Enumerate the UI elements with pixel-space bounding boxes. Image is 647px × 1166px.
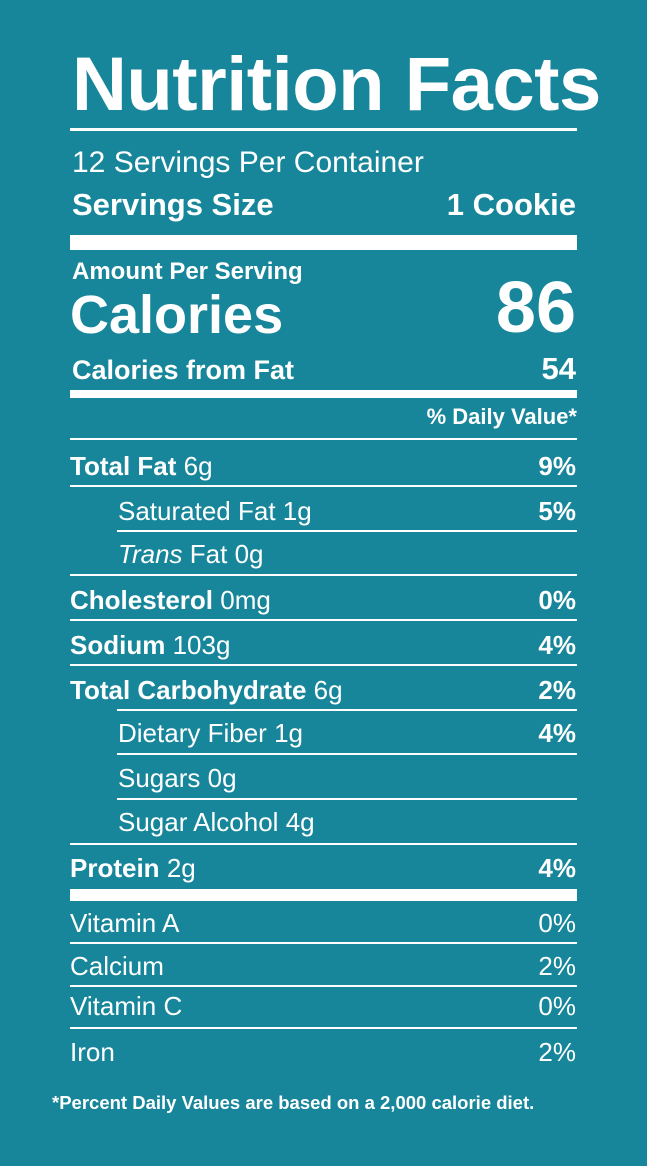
calories-value: 86 — [495, 268, 576, 348]
vitamin-dv: 0% — [538, 908, 576, 938]
nutrient-name: Total Carbohydrate — [70, 675, 307, 705]
nutrient-name: Dietary Fiber — [118, 718, 267, 748]
nutrient-amount: 6g — [313, 675, 343, 705]
medium-divider — [70, 390, 577, 398]
divider — [70, 985, 577, 987]
nutrient-dv: 5% — [538, 496, 576, 526]
serving-size-value: 1 Cookie — [446, 187, 576, 222]
nutrient-amount: 1g — [282, 496, 312, 526]
nutrient-dv: 4% — [538, 853, 576, 883]
nutrient-amount: 4g — [285, 807, 315, 837]
vitamin-a: Vitamin A — [70, 908, 180, 938]
nutrient-amount: 6g — [183, 451, 213, 481]
nutrient-trans-fat: Trans Fat 0g — [118, 539, 264, 569]
thick-divider — [70, 889, 577, 901]
iron: Iron — [70, 1037, 115, 1067]
divider — [117, 530, 577, 532]
divider — [117, 798, 577, 800]
nutrient-name: Saturated Fat — [118, 496, 276, 526]
divider — [70, 664, 577, 666]
nutrient-amount: 2g — [166, 853, 196, 883]
divider — [70, 485, 577, 487]
nutrient-dv: 4% — [538, 630, 576, 660]
vitamin-c: Vitamin C — [70, 991, 183, 1021]
nutrient-cholesterol: Cholesterol 0mg — [70, 585, 271, 615]
nutrient-name: Fat — [189, 539, 228, 569]
thick-divider — [70, 235, 577, 250]
nutrient-sugars: Sugars 0g — [118, 763, 237, 793]
nutrient-name: Protein — [70, 853, 160, 883]
divider — [70, 128, 577, 131]
vitamin-dv: 2% — [538, 1037, 576, 1067]
divider — [117, 753, 577, 755]
divider — [70, 438, 577, 440]
daily-value-header: % Daily Value* — [426, 404, 577, 429]
footnote: *Percent Daily Values are based on a 2,0… — [52, 1092, 535, 1113]
divider — [70, 1027, 577, 1029]
divider — [117, 709, 577, 711]
nutrient-name: Sugar Alcohol — [118, 807, 279, 837]
nutrient-dietary-fiber: Dietary Fiber 1g — [118, 718, 303, 748]
divider — [70, 619, 577, 621]
calories-label: Calories — [70, 285, 284, 345]
nutrient-dv: 4% — [538, 718, 576, 748]
nutrient-dv: 9% — [538, 451, 576, 481]
amount-per-serving: Amount Per Serving — [72, 258, 303, 285]
divider — [70, 843, 577, 845]
nutrient-protein: Protein 2g — [70, 853, 196, 883]
nutrient-total-carbohydrate: Total Carbohydrate 6g — [70, 675, 343, 705]
nutrient-total-fat: Total Fat 6g — [70, 451, 213, 481]
nutrient-amount: 0g — [234, 539, 264, 569]
servings-per-container: 12 Servings Per Container — [72, 146, 424, 179]
nutrient-dv: 0% — [538, 585, 576, 615]
nutrient-name: Total Fat — [70, 451, 177, 481]
nutrient-name-italic: Trans — [118, 539, 183, 569]
nutrient-name: Sugars — [118, 763, 201, 793]
nutrient-name: Cholesterol — [70, 585, 214, 615]
serving-size-label: Servings Size — [72, 187, 274, 222]
vitamin-dv: 2% — [538, 951, 576, 981]
vitamin-dv: 0% — [538, 991, 576, 1021]
nutrient-saturated-fat: Saturated Fat 1g — [118, 496, 312, 526]
nutrient-dv: 2% — [538, 675, 576, 705]
nutrient-amount: 0mg — [220, 585, 271, 615]
nutrient-sodium: Sodium 103g — [70, 630, 230, 660]
nutrient-amount: 103g — [172, 630, 231, 660]
calories-from-fat-value: 54 — [541, 351, 576, 386]
nutrient-sugar-alcohol: Sugar Alcohol 4g — [118, 807, 315, 837]
label-title: Nutrition Facts — [72, 42, 601, 127]
calcium: Calcium — [70, 951, 164, 981]
calories-from-fat-label: Calories from Fat — [72, 355, 295, 385]
nutrient-name: Sodium — [70, 630, 166, 660]
divider — [70, 574, 577, 576]
nutrient-amount: 0g — [207, 763, 237, 793]
divider — [70, 942, 577, 944]
nutrient-amount: 1g — [274, 718, 303, 748]
